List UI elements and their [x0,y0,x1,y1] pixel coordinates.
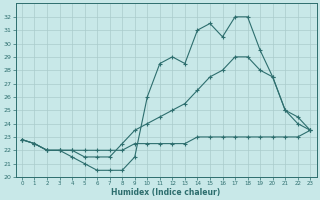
X-axis label: Humidex (Indice chaleur): Humidex (Indice chaleur) [111,188,221,197]
